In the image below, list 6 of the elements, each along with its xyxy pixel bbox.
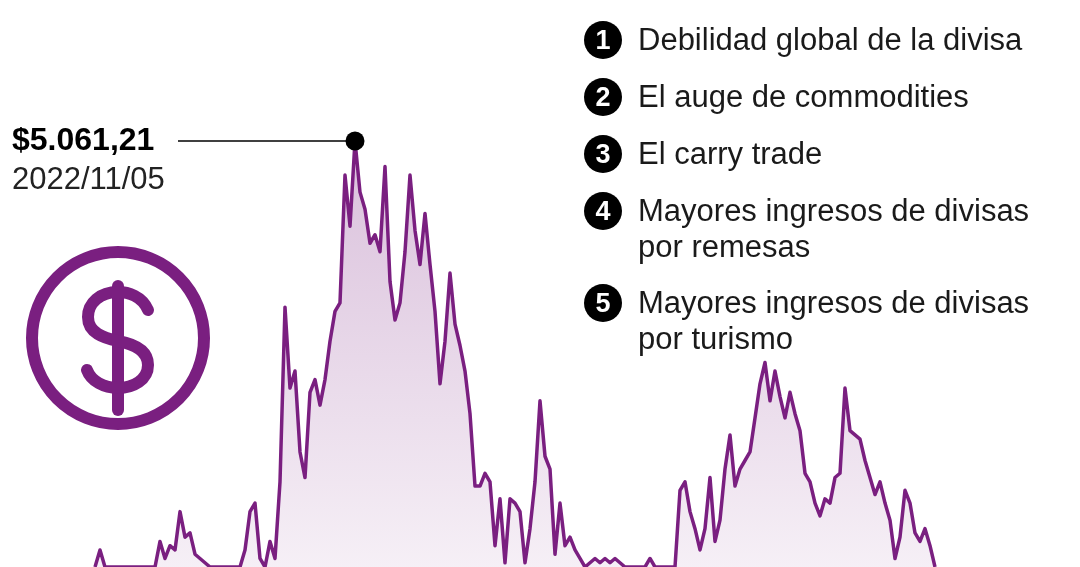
annotation: $5.061,21 2022/11/05 <box>12 120 165 198</box>
annotation: 5 Mayores ingresos de divisas por turismo <box>594 284 1031 357</box>
text: 1 Debilidad global de la divisa <box>594 21 1024 59</box>
text: 2 El auge de commodities <box>594 78 970 116</box>
annotation: 4 Mayores ingresos de divisas por remesas <box>594 192 1031 265</box>
annotation: 3 El carry trade <box>594 135 824 173</box>
